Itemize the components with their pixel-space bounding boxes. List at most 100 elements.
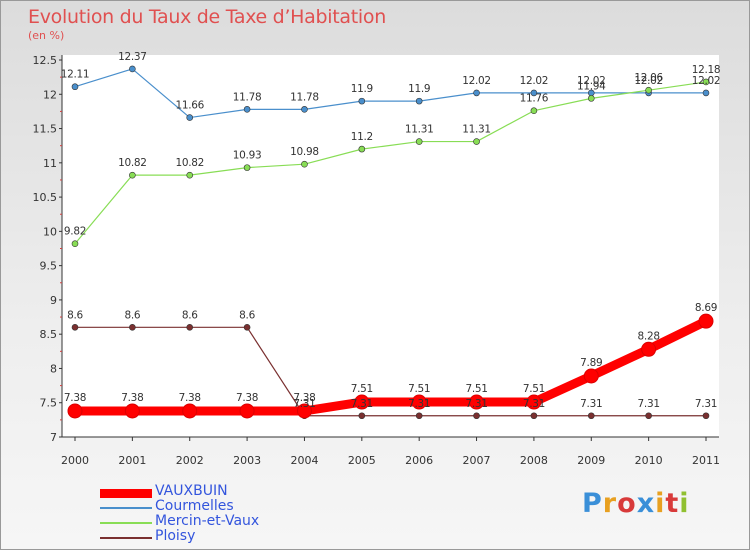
- data-point: [301, 106, 308, 113]
- y-tick-label: 10.5: [33, 191, 58, 204]
- data-point: [243, 324, 251, 331]
- data-label: 7.38: [293, 392, 315, 404]
- data-point: [67, 403, 83, 419]
- data-label: 12.02: [577, 75, 606, 87]
- x-tick-label: 2001: [118, 454, 146, 467]
- data-label: 8.6: [239, 309, 255, 321]
- legend-item: Ploisy: [100, 528, 300, 545]
- data-label: 7.38: [64, 392, 86, 404]
- data-point: [129, 171, 136, 179]
- data-label: 7.38: [236, 392, 258, 404]
- data-point: [415, 412, 423, 420]
- data-label: 7.31: [580, 398, 602, 410]
- y-tick-label: 7.5: [40, 397, 58, 410]
- legend-label: Ploisy: [155, 528, 196, 544]
- logo-letter: o: [617, 488, 637, 519]
- data-point: [243, 106, 251, 113]
- logo-letter: i: [655, 488, 666, 519]
- data-point: [702, 89, 710, 97]
- data-point: [702, 412, 710, 420]
- series-line-courmelles: [74, 68, 707, 119]
- data-label: 11.9: [408, 83, 430, 95]
- logo-letter: P: [582, 488, 603, 519]
- data-point: [530, 89, 538, 97]
- data-label: 9.82: [64, 226, 86, 238]
- data-point: [296, 403, 312, 419]
- data-label: 8.6: [124, 309, 140, 321]
- y-tick-label: 11: [43, 157, 57, 170]
- legend-item: VAUXBUIN: [100, 483, 300, 500]
- logo-letter: t: [665, 488, 680, 519]
- data-label: 7.31: [408, 398, 430, 410]
- data-point: [526, 394, 542, 410]
- data-label: 7.89: [580, 357, 602, 369]
- x-tick-label: 2006: [405, 454, 433, 467]
- data-point: [469, 394, 485, 410]
- data-label: 10.93: [233, 150, 262, 162]
- data-label: 8.69: [695, 302, 717, 314]
- data-label: 11.78: [290, 91, 319, 103]
- legend-swatch: [100, 507, 152, 509]
- legend-swatch: [100, 488, 152, 498]
- data-point: [473, 138, 480, 145]
- y-tick-label: 12: [43, 88, 57, 101]
- y-tick-label: 9.5: [40, 260, 58, 273]
- data-label: 7.51: [523, 383, 545, 395]
- data-label: 7.31: [638, 398, 660, 410]
- data-label: 7.31: [523, 398, 545, 410]
- data-point: [411, 394, 427, 410]
- data-label: 12.37: [118, 51, 147, 63]
- data-label: 7.31: [695, 398, 717, 410]
- data-label: 12.06: [634, 72, 663, 84]
- x-tick-label: 2007: [463, 454, 491, 467]
- legend-swatch: [100, 522, 152, 524]
- data-label: 11.66: [175, 100, 204, 112]
- data-label: 10.82: [175, 157, 204, 169]
- data-label: 12.02: [692, 75, 721, 87]
- data-label: 12.02: [520, 75, 549, 87]
- proxiti-logo: Proxiti: [582, 488, 690, 519]
- y-tick-label: 9: [50, 294, 57, 307]
- y-tick-label: 8: [50, 362, 57, 375]
- series-line-ploisy: [74, 326, 707, 417]
- y-tick-label: 7: [50, 431, 57, 444]
- plot-area: [62, 55, 719, 437]
- data-label: 7.51: [465, 383, 487, 395]
- data-label: 7.51: [408, 383, 430, 395]
- y-tick-label: 12.5: [33, 54, 58, 67]
- data-point: [530, 107, 538, 115]
- data-label: 11.76: [520, 93, 549, 105]
- data-label: 7.31: [351, 398, 373, 410]
- x-tick-label: 2000: [61, 454, 89, 467]
- data-point: [415, 138, 423, 145]
- x-tick-label: 2002: [176, 454, 204, 467]
- data-point: [358, 97, 366, 105]
- x-tick-label: 2010: [635, 454, 663, 467]
- data-point: [71, 324, 79, 331]
- data-label: 11.94: [577, 80, 606, 92]
- legend-item: Courmelles: [100, 498, 300, 515]
- logo-letter: r: [602, 488, 618, 519]
- legend-item: Mercin-et-Vaux: [100, 513, 300, 530]
- data-point: [530, 412, 538, 420]
- data-point: [124, 403, 140, 419]
- data-point: [182, 403, 198, 419]
- data-label: 10.98: [290, 146, 319, 158]
- chart-subtitle: (en %): [28, 29, 65, 42]
- data-point: [239, 403, 255, 419]
- data-point: [641, 341, 657, 357]
- data-point: [301, 160, 308, 168]
- data-point: [415, 97, 423, 105]
- y-tick-label: 8.5: [40, 328, 58, 341]
- data-point: [473, 412, 480, 420]
- data-label: 7.51: [351, 383, 373, 395]
- x-tick-label: 2011: [692, 454, 720, 467]
- data-point: [358, 145, 366, 153]
- data-label: 12.18: [692, 64, 721, 76]
- data-label: 8.6: [182, 309, 198, 321]
- data-point: [186, 324, 194, 331]
- data-point: [354, 394, 370, 410]
- data-point: [186, 114, 194, 121]
- data-point: [71, 83, 79, 91]
